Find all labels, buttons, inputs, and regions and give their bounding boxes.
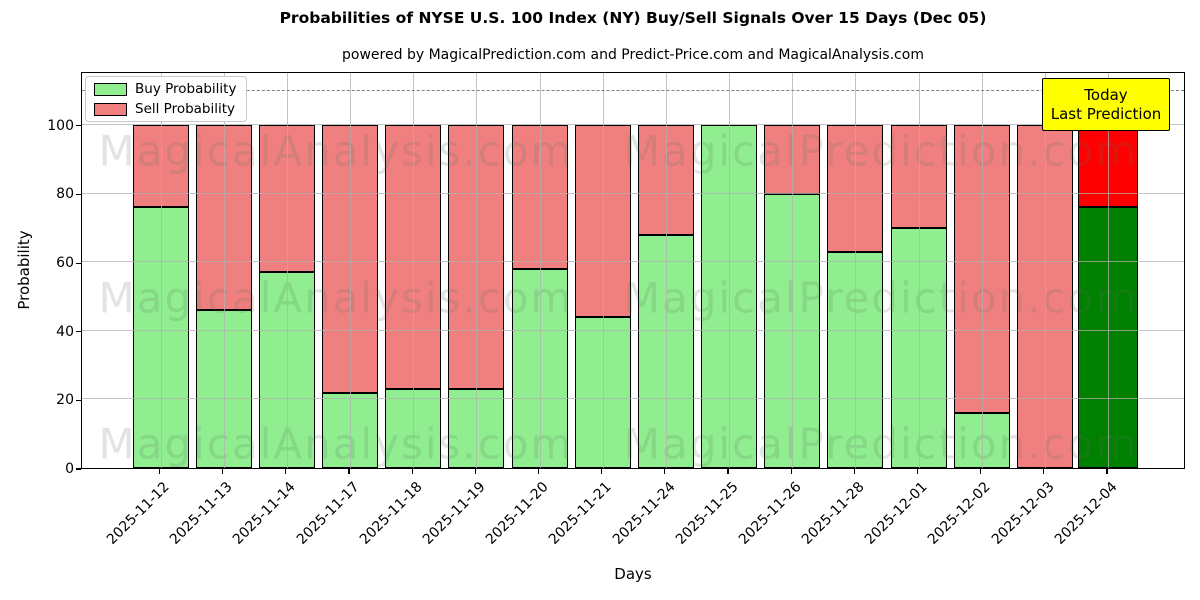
x-tick-label-2025-12-01: 2025-12-01 — [862, 479, 931, 548]
legend-item-sell: Sell Probability — [94, 101, 238, 117]
legend-item-buy: Buy Probability — [94, 81, 238, 97]
x-tick-mark-2025-12-04 — [1106, 469, 1108, 474]
gridline-v-2025-11-18 — [413, 73, 415, 468]
gridline-v-2025-11-21 — [602, 73, 604, 468]
chart-title: Probabilities of NYSE U.S. 100 Index (NY… — [279, 9, 987, 27]
gridline-v-2025-12-02 — [981, 73, 983, 468]
x-tick-label-2025-12-03: 2025-12-03 — [988, 479, 1058, 548]
x-tick-mark-2025-11-18 — [411, 469, 413, 474]
gridline-h-60 — [82, 261, 1184, 263]
x-tick-label-2025-11-26: 2025-11-26 — [735, 479, 805, 548]
x-axis-label: Days — [614, 565, 652, 583]
y-tick-label-20: 20 — [56, 392, 74, 409]
gridline-v-2025-11-28 — [855, 73, 857, 468]
x-tick-mark-2025-12-02 — [980, 469, 982, 474]
gridline-v-2025-11-24 — [665, 73, 667, 468]
x-tick-mark-2025-11-14 — [285, 469, 287, 474]
y-tick-mark-60 — [76, 262, 81, 264]
x-tick-mark-2025-11-26 — [790, 469, 792, 474]
y-tick-label-40: 40 — [56, 323, 74, 340]
gridline-v-2025-11-13 — [223, 73, 225, 468]
legend-swatch-buy-icon — [94, 82, 127, 96]
y-tick-mark-40 — [76, 331, 81, 333]
today-annotation-box: Today Last Prediction — [1042, 78, 1170, 131]
x-tick-label-2025-12-04: 2025-12-04 — [1051, 479, 1121, 548]
watermark-text: MagicalAnalysis.com — [98, 419, 574, 469]
x-tick-mark-2025-12-03 — [1043, 469, 1045, 474]
x-tick-mark-2025-11-24 — [664, 469, 666, 474]
y-tick-mark-0 — [76, 468, 81, 470]
y-tick-label-60: 60 — [56, 255, 74, 272]
reference-dashed-line — [82, 89, 1184, 91]
gridline-v-2025-12-01 — [918, 73, 920, 468]
watermark-text: MagicalAnalysis.com — [98, 126, 574, 176]
x-tick-label-2025-11-20: 2025-11-20 — [482, 479, 552, 548]
y-tick-label-100: 100 — [47, 117, 74, 134]
x-tick-label-2025-11-25: 2025-11-25 — [672, 479, 742, 548]
x-tick-mark-2025-11-13 — [222, 469, 224, 474]
gridline-v-2025-11-19 — [476, 73, 478, 468]
y-tick-mark-80 — [76, 193, 81, 196]
x-tick-label-2025-11-19: 2025-11-19 — [419, 479, 489, 548]
watermark-text: MagicalPrediction.com — [623, 126, 1139, 176]
watermark-text: MagicalPrediction.com — [623, 419, 1139, 469]
gridline-h-20 — [82, 398, 1184, 400]
gridline-v-2025-11-26 — [792, 73, 794, 468]
gridline-v-2025-11-17 — [350, 73, 351, 468]
y-tick-label-80: 80 — [56, 186, 74, 203]
x-tick-label-2025-11-14: 2025-11-14 — [230, 479, 300, 548]
annotation-line1: Today — [1084, 85, 1128, 104]
x-tick-mark-2025-11-28 — [853, 469, 855, 474]
watermark-text: MagicalPrediction.com — [623, 273, 1139, 323]
x-tick-label-2025-11-28: 2025-11-28 — [798, 479, 868, 548]
legend: Buy Probability Sell Probability — [85, 76, 247, 122]
gridline-v-2025-12-03 — [1044, 73, 1046, 468]
legend-label-sell: Sell Probability — [135, 101, 236, 117]
y-tick-mark-20 — [76, 399, 81, 401]
x-tick-label-2025-11-21: 2025-11-21 — [546, 479, 616, 548]
x-tick-label-2025-12-02: 2025-12-02 — [925, 479, 995, 548]
chart-subtitle: powered by MagicalPrediction.com and Pre… — [342, 47, 924, 63]
x-tick-mark-2025-11-20 — [537, 469, 540, 474]
x-tick-mark-2025-11-17 — [348, 469, 350, 474]
x-tick-label-2025-11-17: 2025-11-17 — [293, 479, 363, 548]
x-tick-mark-2025-11-25 — [727, 469, 729, 474]
x-tick-label-2025-11-24: 2025-11-24 — [609, 479, 679, 548]
y-axis-label: Probability — [15, 230, 33, 310]
gridline-h-40 — [82, 329, 1184, 331]
annotation-line2: Last Prediction — [1050, 104, 1162, 123]
gridline-h-80 — [82, 192, 1184, 194]
gridline-v-2025-12-04 — [1108, 73, 1110, 468]
x-tick-mark-2025-11-19 — [474, 469, 476, 474]
legend-label-buy: Buy Probability — [135, 81, 237, 97]
gridline-h-100 — [82, 123, 1184, 125]
y-tick-label-0: 0 — [65, 461, 74, 477]
x-tick-mark-2025-11-12 — [158, 469, 161, 474]
watermark-text: MagicalAnalysis.com — [98, 273, 574, 323]
legend-swatch-sell-icon — [94, 102, 127, 116]
gridline-v-2025-11-12 — [160, 73, 162, 468]
gridline-v-2025-11-25 — [729, 73, 731, 468]
y-tick-mark-100 — [76, 125, 81, 127]
x-tick-mark-2025-11-21 — [601, 469, 603, 474]
gridline-v-2025-11-20 — [539, 73, 541, 468]
x-tick-label-2025-11-18: 2025-11-18 — [356, 479, 426, 548]
x-tick-label-2025-11-13: 2025-11-13 — [167, 479, 236, 548]
plot-area: MagicalAnalysis.com MagicalPrediction.com… — [81, 72, 1185, 469]
x-tick-mark-2025-12-01 — [916, 469, 919, 474]
x-tick-label-2025-11-12: 2025-11-12 — [103, 479, 173, 548]
gridline-v-2025-11-14 — [286, 73, 288, 468]
